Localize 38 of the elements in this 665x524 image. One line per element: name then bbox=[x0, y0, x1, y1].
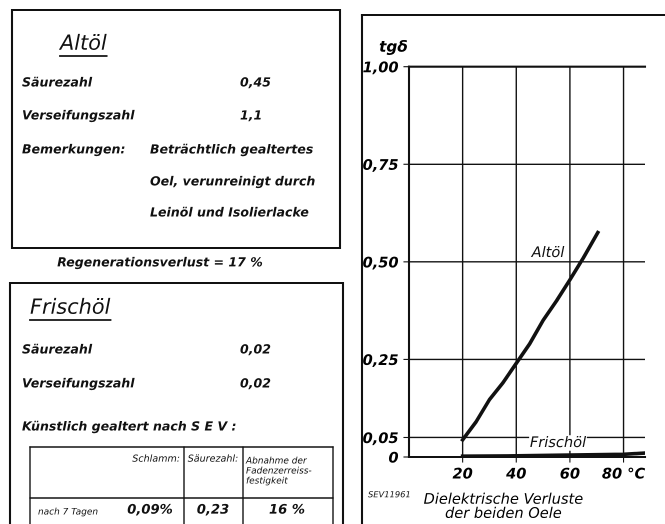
annotation: Altöl bbox=[530, 246, 564, 258]
y-tick-label: 0,25 bbox=[363, 354, 398, 368]
text: Altöl bbox=[58, 34, 107, 50]
text: 1,1 bbox=[240, 110, 261, 122]
text: Säurezahl: bbox=[188, 454, 238, 462]
y-tick-label: 1,00 bbox=[363, 61, 398, 74]
text: SEV11961 bbox=[368, 491, 410, 498]
text: 0,02 bbox=[240, 344, 270, 356]
text: Oel, verunreinigt durch bbox=[150, 176, 315, 188]
text: Regenerationsverlust = 17 % bbox=[57, 256, 262, 270]
x-tick-label: 40 bbox=[506, 468, 526, 479]
y-tick-label: 0,75 bbox=[363, 158, 398, 172]
y-tick-label: 0 bbox=[388, 452, 398, 463]
text: 0,45 bbox=[240, 77, 270, 88]
x-tick-label: 60 bbox=[560, 468, 580, 479]
text: 16 % bbox=[270, 504, 304, 514]
annotation: Frischöl bbox=[530, 436, 586, 448]
text: Bemerkungen: bbox=[22, 144, 124, 156]
text: Verseifungszahl bbox=[22, 110, 135, 122]
text: Schlamm: bbox=[132, 454, 180, 462]
x-tick-label: 20 bbox=[452, 468, 472, 479]
text: Künstlich gealtert nach S E V : bbox=[22, 420, 236, 434]
x-axis-title: Dielektrische Verluste der beiden Oele bbox=[424, 492, 583, 518]
text: Verseifungszahl bbox=[22, 378, 135, 390]
y-tick-label: 0,05 bbox=[363, 432, 398, 446]
text: 0,02 bbox=[240, 378, 270, 390]
text: Leinöl und Isolierlacke bbox=[150, 206, 308, 217]
y-tick-label: 0,50 bbox=[363, 256, 398, 270]
text: Säurezahl bbox=[22, 344, 92, 354]
text: 0,23 bbox=[197, 504, 228, 516]
text: Abnahme der Fadenzerreiss- festigkeit bbox=[246, 456, 312, 486]
y-axis-title: tgδ bbox=[380, 40, 408, 55]
text: Beträchtlich gealtertes bbox=[150, 144, 313, 156]
text: 0,09% bbox=[128, 504, 172, 516]
text: Frischöl bbox=[30, 298, 110, 314]
x-tick-label: 80 °C bbox=[602, 468, 646, 479]
text: nach 7 Tagen bbox=[38, 508, 98, 516]
text: Säurezahl bbox=[22, 76, 92, 87]
